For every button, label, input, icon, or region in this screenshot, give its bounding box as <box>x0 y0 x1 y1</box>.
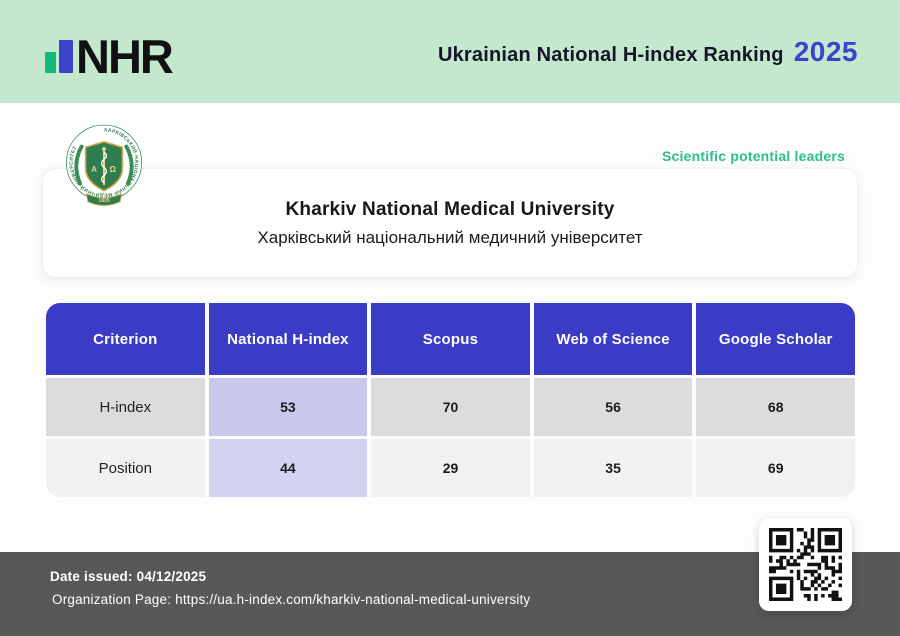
column-header-national-h-index: National H-index <box>208 303 368 375</box>
column-header-criterion: Criterion <box>46 303 205 375</box>
leaders-badge: Scientific potential leaders <box>662 148 845 164</box>
date-issued-line: Date issued: 04/12/2025 <box>50 569 900 584</box>
cell-h-index-scopus: 70 <box>371 378 530 436</box>
logo-text: NHR <box>76 29 174 83</box>
cell-h-index-national: 53 <box>208 378 368 436</box>
footer: Date issued: 04/12/2025 Organization Pag… <box>0 552 900 636</box>
qr-code-icon <box>769 528 842 601</box>
cell-h-index-wos: 56 <box>533 378 693 436</box>
cell-position-scholar: 69 <box>696 439 855 497</box>
logo-bar-blue <box>59 39 73 73</box>
ukraine-flag-icon <box>174 29 197 44</box>
svg-text:1805: 1805 <box>98 198 110 204</box>
organization-page-line: Organization Page: https://ua.h-index.co… <box>52 592 900 607</box>
cell-position-scopus: 29 <box>371 439 530 497</box>
ranking-title: Ukrainian National H-index Ranking <box>437 43 784 66</box>
ranking-table: Criterion National H-index Scopus Web of… <box>46 303 855 497</box>
logo-bar-green <box>45 51 56 73</box>
column-header-scopus: Scopus <box>371 303 530 375</box>
bar-chart-icon <box>45 39 73 73</box>
university-name-uk: Харківський національний медичний універ… <box>257 227 643 247</box>
column-header-web-of-science: Web of Science <box>533 303 693 375</box>
cell-position-national: 44 <box>208 439 368 497</box>
top-banner: NHR Ukrainian National H-index Ranking 2… <box>0 0 900 103</box>
ranking-title-block: Ukrainian National H-index Ranking 2025 <box>438 36 858 68</box>
date-issued-value: 04/12/2025 <box>136 569 207 584</box>
organization-page-label: Organization Page: <box>52 592 172 607</box>
organization-page-url: https://ua.h-index.com/kharkiv-national-… <box>175 592 531 607</box>
university-emblem-icon: ХАРКІВСЬКИЙ·НАЦІОНАЛЬНИЙ·МЕДИЧНИЙ·УНІВЕР… <box>64 122 144 224</box>
nhr-logo: NHR <box>45 24 197 80</box>
university-card: Kharkiv National Medical University Харк… <box>42 168 858 278</box>
row-label-h-index: H-index <box>46 378 205 436</box>
svg-text:А: А <box>91 165 97 174</box>
svg-text:Ω: Ω <box>110 165 117 174</box>
column-header-google-scholar: Google Scholar <box>696 303 855 375</box>
qr-card <box>759 518 852 611</box>
cell-position-wos: 35 <box>533 439 693 497</box>
date-issued-label: Date issued: <box>50 569 133 584</box>
row-label-position: Position <box>46 439 205 497</box>
cell-h-index-scholar: 68 <box>696 378 855 436</box>
university-name-en: Kharkiv National Medical University <box>285 198 615 220</box>
ranking-year: 2025 <box>793 35 858 67</box>
